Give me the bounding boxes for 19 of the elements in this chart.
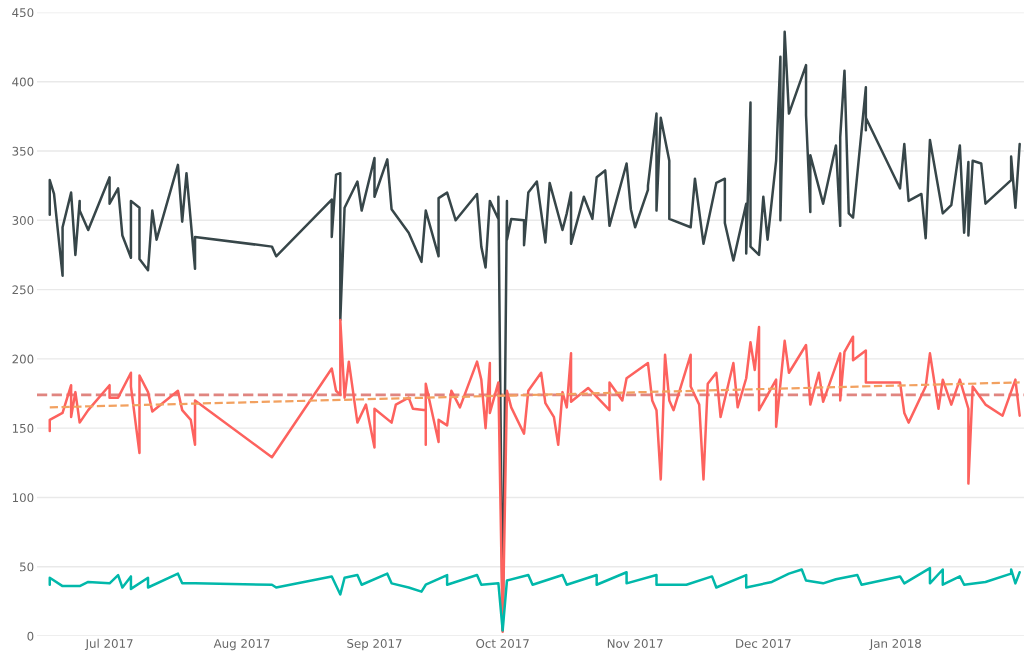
y-tick-label: 150 [12, 423, 34, 433]
x-tick-label: Sep 2017 [347, 638, 402, 651]
y-tick-label: 400 [12, 77, 34, 87]
y-tick-label: 300 [12, 216, 34, 225]
line-series [48, 566, 1021, 632]
x-tick-label: Oct 2017 [476, 638, 529, 648]
y-tick-label: 450 [12, 8, 34, 18]
x-tick-label: Jul 2017 [84, 638, 133, 651]
y-tick-label: 250 [12, 285, 34, 295]
x-tick-label: Aug 2017 [213, 638, 270, 651]
y-tick-label: 50 [20, 562, 34, 572]
y-tick-label: 350 [12, 146, 34, 156]
line-series [48, 318, 1021, 634]
x-tick-label: Nov 2017 [607, 638, 663, 648]
y-tick-label: 100 [12, 493, 34, 503]
x-tick-label: Jan 2018 [869, 638, 921, 651]
x-tick-label: Dec 2017 [736, 638, 791, 648]
y-tick-label: 0 [27, 631, 34, 641]
y-tick-label: 200 [12, 354, 34, 364]
